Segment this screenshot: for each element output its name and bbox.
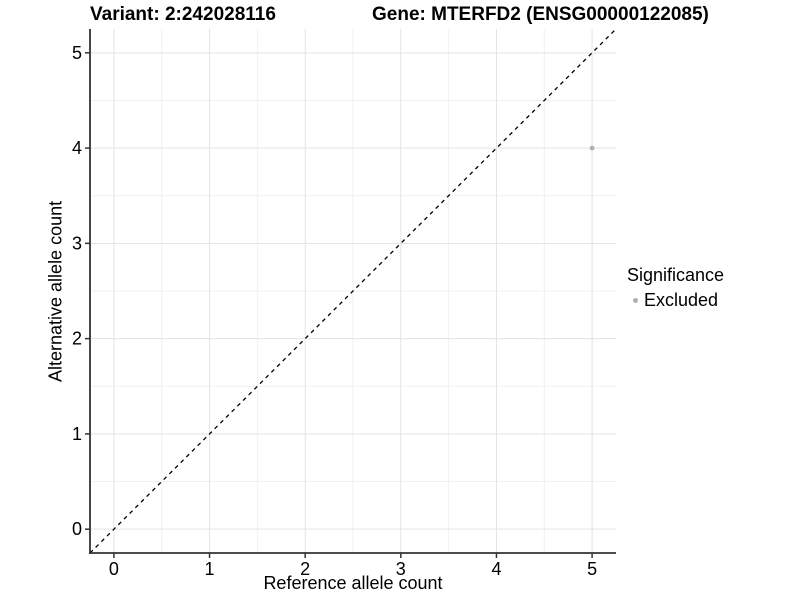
x-tick-label: 1	[205, 559, 215, 579]
x-tick-label: 4	[491, 559, 501, 579]
x-tick-label: 0	[109, 559, 119, 579]
plot-title-variant: Variant: 2:242028116	[90, 4, 276, 25]
y-tick-label: 4	[72, 138, 82, 158]
plot-title-gene: Gene: MTERFD2 (ENSG00000122085)	[372, 4, 709, 25]
y-tick-label: 3	[72, 233, 82, 253]
y-tick-label: 0	[72, 519, 82, 539]
y-axis-title: Alternative allele count	[45, 200, 66, 382]
legend-title: Significance	[627, 265, 725, 285]
identity-line	[89, 28, 617, 554]
x-axis-title: Reference allele count	[263, 573, 443, 593]
excluded-point-icon	[633, 298, 638, 303]
x-tick-label: 3	[396, 559, 406, 579]
legend-item-excluded: Excluded	[627, 290, 724, 311]
legend: Significance Excluded	[627, 265, 724, 311]
x-tick-label: 2	[300, 559, 310, 579]
data-point	[589, 145, 595, 151]
legend-item-label: Excluded	[644, 290, 719, 310]
y-tick-label: 2	[72, 329, 82, 349]
legend-key	[627, 292, 644, 310]
y-tick-label: 1	[72, 424, 82, 444]
y-tick-label: 5	[72, 43, 82, 63]
x-tick-label: 5	[587, 559, 597, 579]
